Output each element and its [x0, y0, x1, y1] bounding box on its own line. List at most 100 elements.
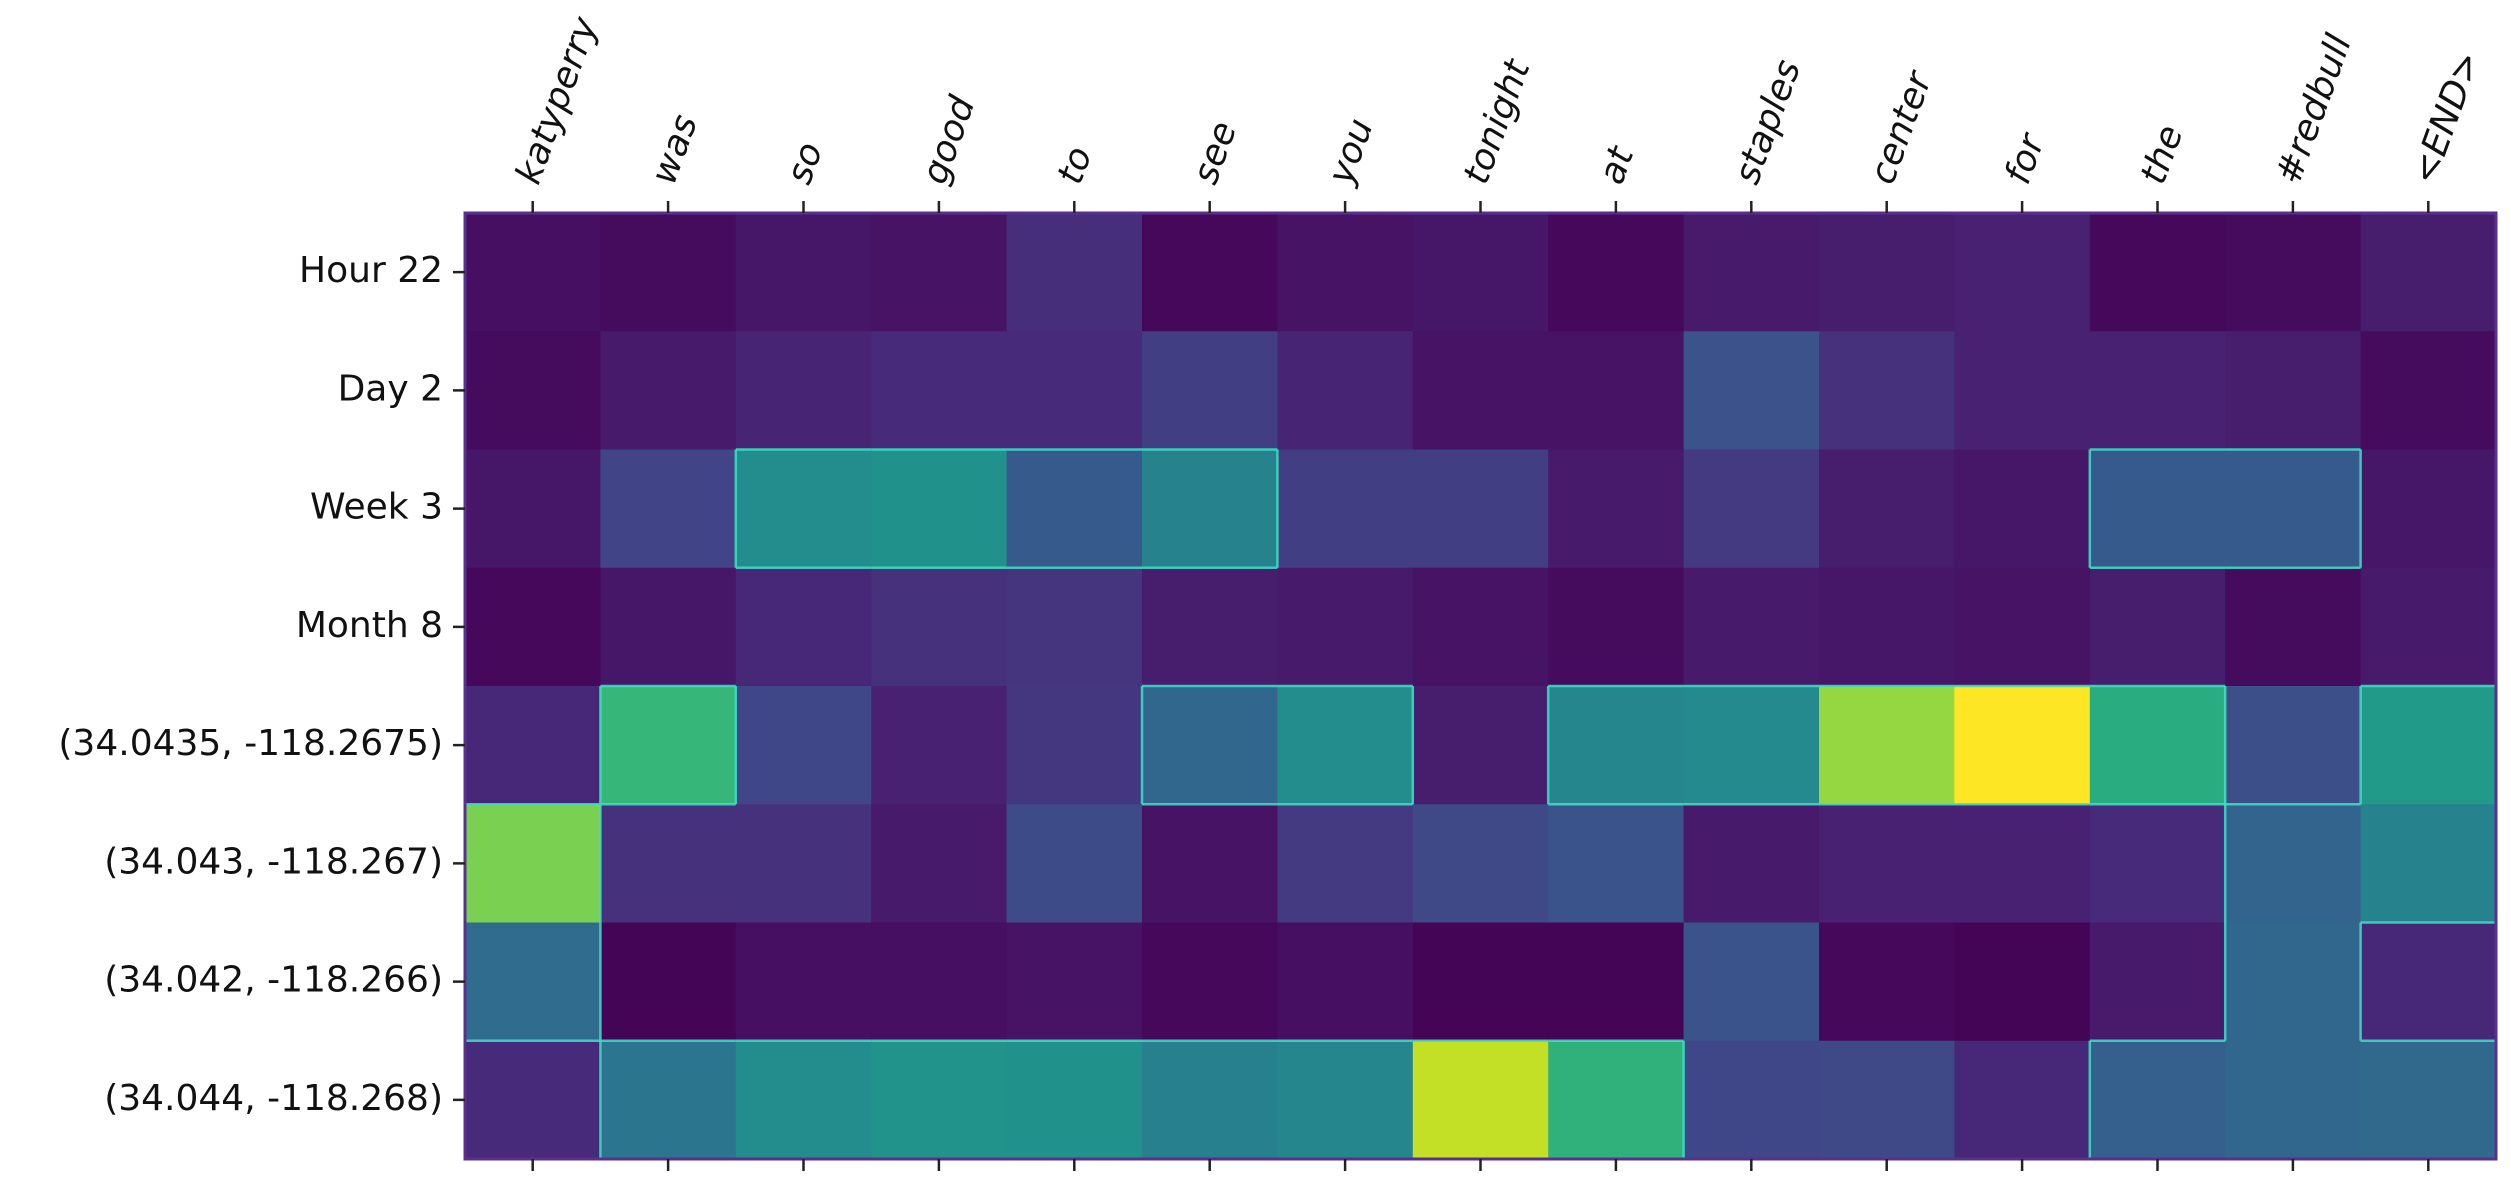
heatmap-cell	[600, 449, 737, 569]
heatmap-cell	[1548, 686, 1685, 805]
x-axis-tick-labels: katyperry was so good to see you tonight at stapl…	[508, 11, 2489, 190]
heatmap-cell	[1412, 213, 1549, 332]
x-tick-label: tonight	[1456, 53, 1539, 190]
heatmap-cell	[735, 449, 872, 569]
heatmap-cell	[1006, 567, 1143, 687]
heatmap-cell	[2225, 331, 2362, 451]
heatmap-cell	[1412, 331, 1549, 451]
heatmap-cell	[735, 331, 872, 451]
y-tick-label: Week 3	[310, 487, 443, 528]
y-tick-label: Day 2	[338, 368, 443, 409]
heatmap-cell	[2089, 331, 2226, 451]
x-tick-label: center	[1862, 65, 1941, 190]
heatmap-cell	[2225, 567, 2362, 687]
heatmap-cell	[1819, 213, 1955, 332]
heatmap-cells	[465, 213, 2497, 1160]
heatmap-cell	[600, 804, 737, 924]
heatmap-cell	[1006, 213, 1143, 332]
heatmap-cell	[2089, 1040, 2226, 1160]
heatmap-cell	[871, 686, 1008, 805]
heatmap-cell	[1954, 449, 2091, 569]
heatmap-cell	[1006, 922, 1143, 1042]
x-tick-label: the	[2133, 120, 2192, 190]
heatmap-cell	[1006, 804, 1143, 924]
heatmap-cell	[1683, 686, 1820, 805]
x-tick-label: <END>	[2404, 46, 2490, 189]
heatmap-cell	[600, 567, 737, 687]
heatmap-cell	[1142, 1040, 1278, 1160]
heatmap-cell	[1548, 213, 1685, 332]
heatmap-cell-borders	[463, 448, 2498, 1161]
heatmap-cell	[2089, 213, 2226, 332]
heatmap-cell	[2089, 804, 2226, 924]
y-tick-label: (34.043, -118.267)	[104, 841, 443, 882]
x-tick-label: see	[1185, 116, 1245, 189]
y-tick-label: Month 8	[296, 605, 443, 646]
heatmap-cell	[2089, 567, 2226, 687]
heatmap-cell	[465, 922, 601, 1042]
y-axis-tick-labels: Hour 22 Day 2 Week 3 Month 8 (34.0435, -118.…	[58, 250, 443, 1119]
heatmap-cell	[871, 567, 1008, 687]
heatmap-cell	[1412, 449, 1549, 569]
heatmap-cell	[1954, 213, 2091, 332]
heatmap-cell	[2089, 922, 2226, 1042]
heatmap-cell	[2089, 686, 2226, 805]
x-tick-label: #redbull	[2268, 29, 2360, 189]
heatmap-cell	[1006, 686, 1143, 805]
x-tick-label: good	[914, 90, 984, 189]
y-tick-label: (34.0435, -118.2675)	[58, 723, 443, 764]
heatmap-cell	[1548, 449, 1685, 569]
heatmap-cell	[1548, 567, 1685, 687]
heatmap-cell	[2225, 922, 2362, 1042]
x-tick-label: so	[779, 137, 831, 189]
heatmap-cell	[1277, 567, 1414, 687]
heatmap-cell	[1683, 567, 1820, 687]
x-tick-label: was	[643, 109, 706, 189]
heatmap-cell	[465, 1040, 601, 1160]
heatmap-cell	[871, 331, 1008, 451]
heatmap-cell	[1819, 686, 1955, 805]
heatmap-cell	[1412, 686, 1549, 805]
heatmap-cell	[1819, 922, 1955, 1042]
heatmap-cell	[1412, 1040, 1549, 1160]
heatmap-cell	[1819, 1040, 1955, 1160]
heatmap-cell	[465, 804, 601, 924]
x-tick-label: staples	[1727, 55, 1810, 190]
heatmap-cell	[1142, 331, 1278, 451]
heatmap-cell	[735, 686, 872, 805]
heatmap-cell	[871, 1040, 1008, 1160]
heatmap-cell	[2089, 449, 2226, 569]
heatmap-cell	[735, 1040, 872, 1160]
x-tick-label: to	[1050, 142, 1101, 190]
heatmap-cell	[1142, 567, 1278, 687]
heatmap-cell	[2360, 331, 2497, 451]
heatmap-cell	[1006, 1040, 1143, 1160]
heatmap-cell	[735, 804, 872, 924]
y-tick-label: Hour 22	[299, 250, 443, 291]
heatmap-cell	[1277, 804, 1414, 924]
heatmap-cell	[465, 331, 601, 451]
heatmap-cell	[600, 213, 737, 332]
heatmap-cell	[1142, 686, 1278, 805]
heatmap-cell	[2225, 449, 2362, 569]
heatmap-cell	[735, 922, 872, 1042]
heatmap-cell	[1683, 804, 1820, 924]
heatmap-cell	[465, 567, 601, 687]
heatmap-cell	[1412, 922, 1549, 1042]
heatmap-cell	[465, 449, 601, 569]
heatmap-cell	[2360, 213, 2497, 332]
heatmap-cell	[2225, 686, 2362, 805]
heatmap-cell	[1006, 331, 1143, 451]
heatmap-cell	[1548, 331, 1685, 451]
heatmap-cell	[1006, 449, 1143, 569]
heatmap-cell	[1683, 449, 1820, 569]
heatmap-cell	[2225, 1040, 2362, 1160]
heatmap-cell	[1683, 213, 1820, 332]
heatmap-cell	[2360, 1040, 2497, 1160]
heatmap-cell	[735, 213, 872, 332]
heatmap-cell	[600, 686, 737, 805]
heatmap-cell	[600, 922, 737, 1042]
heatmap-cell	[1277, 1040, 1414, 1160]
heatmap-cell	[1819, 449, 1955, 569]
